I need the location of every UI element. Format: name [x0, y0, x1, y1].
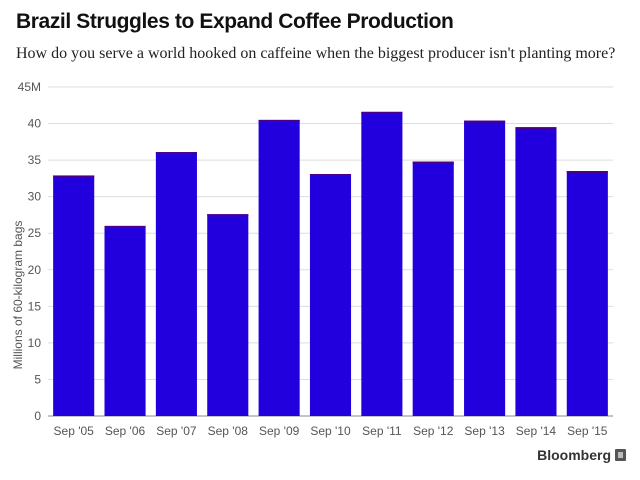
bar: [104, 225, 146, 416]
bar-top-edge: [309, 174, 352, 177]
bar-top-edge: [155, 152, 197, 155]
y-tick-label: 35: [28, 153, 42, 167]
y-tick-label: 0: [34, 409, 41, 423]
bar: [412, 161, 454, 416]
bar: [464, 120, 506, 417]
bar: [155, 152, 197, 416]
x-tick-label: Sep '06: [105, 424, 146, 438]
y-tick-label: 5: [34, 372, 41, 386]
x-tick-label: Sep '07: [156, 424, 197, 438]
bar-top-edge: [104, 225, 146, 228]
bloomberg-logo-icon: [615, 449, 626, 461]
bar: [566, 171, 608, 416]
y-tick-label: 45M: [18, 80, 41, 94]
y-tick-label: 15: [28, 299, 42, 313]
brand-name: Bloomberg: [537, 447, 611, 463]
bar-top-edge: [464, 120, 506, 123]
bar: [258, 119, 300, 417]
brand-logo-area: Bloomberg: [537, 447, 626, 463]
bar-top-edge: [207, 214, 249, 217]
x-tick-label: Sep '11: [362, 424, 402, 438]
y-tick-label: 30: [28, 190, 42, 204]
chart-subtitle: How do you serve a world hooked on caffe…: [16, 45, 616, 62]
x-tick-label: Sep '10: [310, 424, 351, 438]
bar-top-edge: [258, 119, 300, 122]
bars: [53, 111, 608, 417]
x-tick-labels: Sep '05 Sep '06 Sep '07 Sep '08 Sep '09 Sep '…: [54, 424, 608, 438]
bar-top-edge: [53, 175, 95, 178]
bar: [53, 175, 95, 416]
y-tick-label: 40: [28, 117, 42, 131]
x-tick-label: Sep '05: [54, 424, 95, 438]
bar: [207, 214, 249, 416]
chart-title: Brazil Struggles to Expand Coffee Produc…: [16, 10, 454, 33]
bar-top-edge: [412, 161, 454, 164]
x-tick-label: Sep '09: [259, 424, 300, 438]
bar-top-edge: [515, 127, 557, 130]
x-tick-label: Sep '13: [464, 424, 505, 438]
x-tick-label: Sep '12: [413, 424, 454, 438]
y-axis-label: Millions of 60-kilogram bags: [11, 221, 25, 370]
bar: [309, 174, 352, 416]
bar: [515, 127, 557, 416]
y-tick-label: 25: [28, 226, 42, 240]
bar: [361, 111, 403, 416]
y-tick-label: 20: [28, 263, 42, 277]
x-tick-label: Sep '08: [208, 424, 249, 438]
x-tick-label: Sep '14: [516, 424, 557, 438]
y-tick-labels: 0 5 10 15 20 25 30 35 40 45M: [18, 80, 42, 423]
x-tick-label: Sep '15: [567, 424, 608, 438]
bar-top-edge: [566, 171, 608, 174]
bar-top-edge: [361, 111, 403, 114]
y-tick-label: 10: [28, 336, 42, 350]
